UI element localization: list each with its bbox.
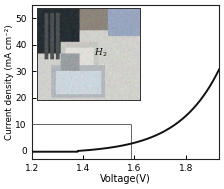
Y-axis label: Current density (mA cm⁻²): Current density (mA cm⁻²): [5, 24, 14, 140]
X-axis label: Voltage(V): Voltage(V): [100, 174, 151, 184]
